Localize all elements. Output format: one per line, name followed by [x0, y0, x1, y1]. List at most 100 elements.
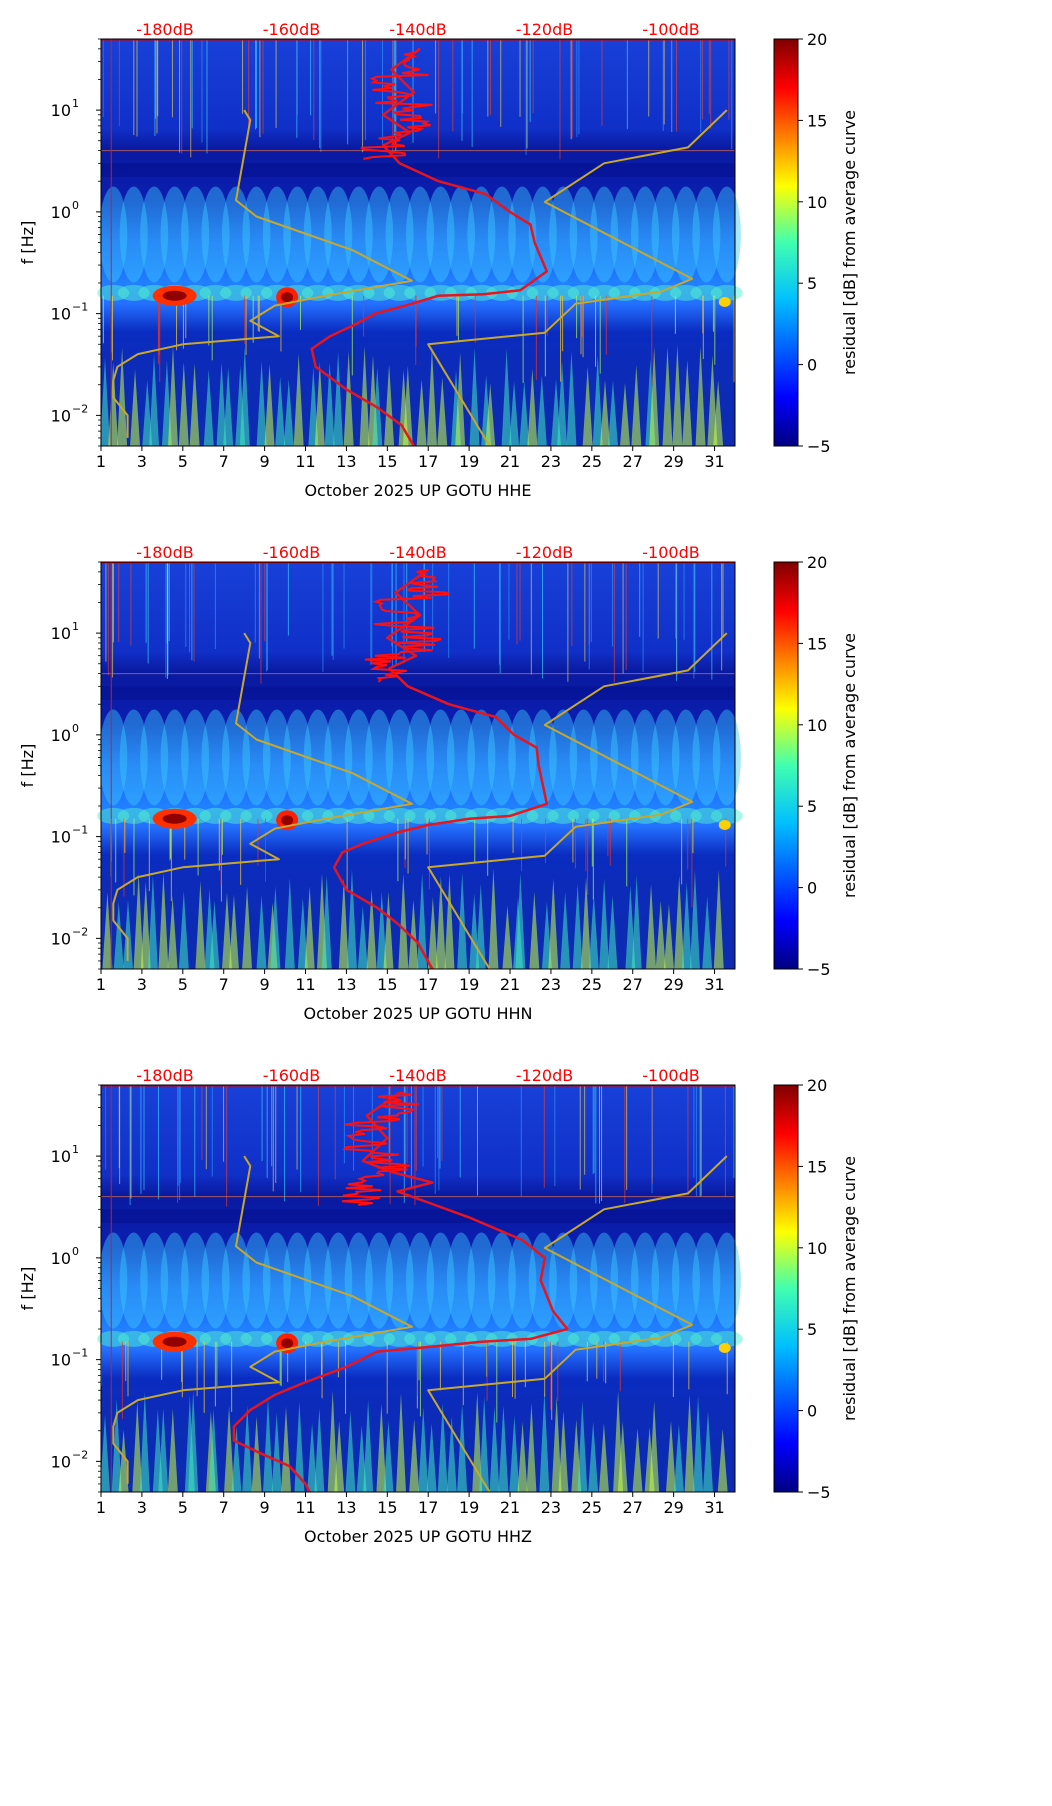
colorbar-tick-label: 20: [807, 553, 827, 572]
x-tick-label: 11: [295, 1498, 315, 1517]
daily-energy-blob: [487, 709, 516, 806]
low-frequency-spike: [122, 899, 133, 969]
low-frequency-spike: [208, 1409, 219, 1492]
y-tick-exponent: 0: [72, 722, 79, 735]
colorbar-tick-label: 10: [807, 193, 827, 212]
daily-energy-blob: [160, 709, 189, 806]
daily-energy-blob: [692, 1232, 721, 1329]
low-frequency-spike: [384, 364, 395, 446]
daily-energy-blob: [283, 709, 312, 806]
x-tick-label: 9: [260, 452, 270, 471]
daily-energy-blob: [262, 186, 291, 283]
x-tick-label: 5: [178, 1498, 188, 1517]
daily-energy-blob: [590, 186, 619, 283]
x-tick-label: 5: [178, 975, 188, 994]
x-tick-label: 9: [260, 975, 270, 994]
x-tick-label: 23: [541, 1498, 561, 1517]
low-frequency-spike: [167, 345, 178, 446]
daily-energy-blob: [610, 1232, 639, 1329]
daily-energy-blob: [651, 186, 680, 283]
x-tick-label: 13: [336, 975, 356, 994]
daily-energy-blob: [385, 1232, 414, 1329]
low-frequency-spike: [703, 1410, 714, 1492]
daily-energy-blob: [119, 1232, 148, 1329]
y-tick-exponent: 0: [72, 199, 79, 212]
low-frequency-spike: [649, 1401, 660, 1492]
x-tick-label: 27: [623, 975, 643, 994]
y-tick-exponent: 1: [72, 620, 79, 633]
daily-energy-blob: [446, 1232, 475, 1329]
top-db-label: -160dB: [263, 543, 320, 562]
colorbar: [773, 1084, 799, 1493]
low-frequency-spike: [435, 875, 446, 969]
daily-energy-blob: [365, 1232, 394, 1329]
hot-spot-core: [281, 815, 294, 826]
x-tick-label: 7: [219, 1498, 229, 1517]
x-tick-label: 25: [582, 1498, 602, 1517]
daily-energy-blob: [651, 709, 680, 806]
low-frequency-spike: [383, 1421, 394, 1492]
x-tick-label: 3: [137, 975, 147, 994]
low-frequency-spike: [529, 891, 540, 969]
daily-energy-blob: [569, 186, 598, 283]
daily-energy-blob: [569, 709, 598, 806]
series-line: [310, 47, 549, 447]
daily-energy-blob: [262, 709, 291, 806]
low-frequency-spike: [665, 1420, 676, 1492]
daily-energy-blob: [549, 186, 578, 283]
y-tick-exponent: −1: [72, 1347, 88, 1360]
low-frequency-spike: [713, 380, 724, 446]
daily-energy-blob: [671, 186, 700, 283]
low-frequency-spike: [398, 873, 409, 969]
low-frequency-spike: [314, 1407, 325, 1492]
low-frequency-spike: [649, 347, 660, 446]
x-tick-label: 3: [137, 1498, 147, 1517]
low-frequency-spike: [158, 872, 169, 969]
daily-energy-blob: [99, 1232, 128, 1329]
daily-energy-blob: [671, 1232, 700, 1329]
low-frequency-spike: [526, 1402, 537, 1492]
colorbar: [773, 38, 799, 447]
low-frequency-spike: [408, 899, 419, 969]
y-tick-label: 10: [51, 406, 71, 425]
top-db-label: -180dB: [136, 20, 193, 39]
daily-energy-blob: [324, 1232, 353, 1329]
daily-energy-blob: [610, 186, 639, 283]
low-frequency-spike: [346, 869, 357, 969]
low-frequency-spike: [327, 1390, 338, 1492]
low-frequency-spike: [281, 1406, 292, 1492]
low-frequency-spike: [600, 379, 611, 446]
low-frequency-spike: [536, 374, 547, 446]
daily-energy-blob: [467, 186, 496, 283]
y-axis-label: f [Hz]: [18, 221, 37, 265]
x-tick-label: 19: [459, 452, 479, 471]
low-frequency-spike: [130, 369, 141, 446]
colorbar: [773, 561, 799, 970]
x-tick-label: 7: [219, 452, 229, 471]
low-frequency-spike: [307, 1422, 318, 1492]
low-frequency-spike: [383, 891, 394, 969]
low-frequency-spike: [617, 1421, 628, 1492]
colorbar-tick-label: 10: [807, 716, 827, 735]
x-tick-label: 5: [178, 452, 188, 471]
x-tick-label: 25: [582, 975, 602, 994]
hot-spot-core: [281, 1338, 294, 1349]
colorbar-tick-label: −5: [807, 437, 831, 456]
y-tick-label: 10: [51, 101, 71, 120]
low-frequency-spike: [426, 1423, 437, 1492]
daily-energy-blob: [99, 709, 128, 806]
low-frequency-spike: [581, 876, 592, 969]
daily-energy-blob: [385, 709, 414, 806]
daily-energy-blob: [365, 709, 394, 806]
low-frequency-spike: [572, 883, 583, 969]
low-frequency-spike: [256, 895, 267, 969]
series-jitter: [364, 568, 450, 683]
y-axis-label: f [Hz]: [18, 1267, 37, 1311]
low-frequency-spike: [133, 872, 144, 969]
daily-energy-blob: [385, 186, 414, 283]
hot-spot: [718, 297, 731, 308]
x-tick-label: 11: [295, 975, 315, 994]
low-frequency-spike: [485, 383, 496, 446]
daily-energy-blob: [324, 186, 353, 283]
low-frequency-spike: [502, 905, 513, 969]
